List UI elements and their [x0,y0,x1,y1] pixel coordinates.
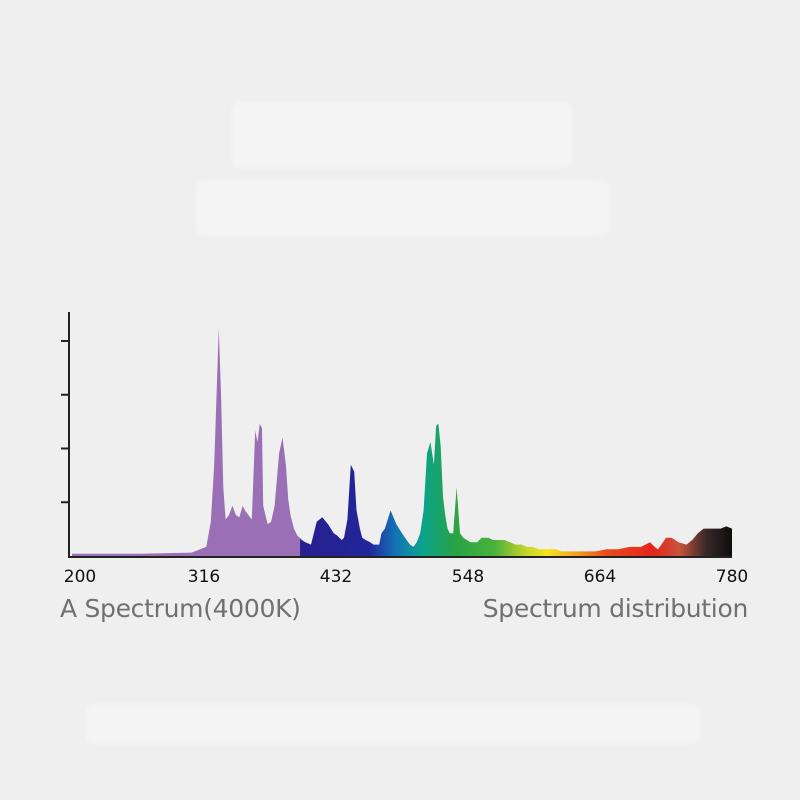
blurred-text-block-3 [86,704,700,744]
spectrum-caption: A Spectrum(4000K) [60,594,301,623]
x-tick-label: 780 [716,567,748,587]
chart-axes [61,312,732,558]
distribution-caption: Spectrum distribution [482,594,749,623]
x-tick-label: 432 [320,567,352,587]
x-tick-label: 200 [64,567,96,587]
blurred-text-block-1 [232,102,572,168]
y-axis-ticks [61,340,69,504]
x-axis-tick-labels: 200 316 432 548 664 780 [64,567,748,587]
x-tick-label: 316 [188,567,220,587]
x-tick-label: 664 [584,567,616,587]
blurred-text-block-2 [196,180,610,236]
spectrum-area-series [72,328,732,556]
x-tick-label: 548 [452,567,484,587]
